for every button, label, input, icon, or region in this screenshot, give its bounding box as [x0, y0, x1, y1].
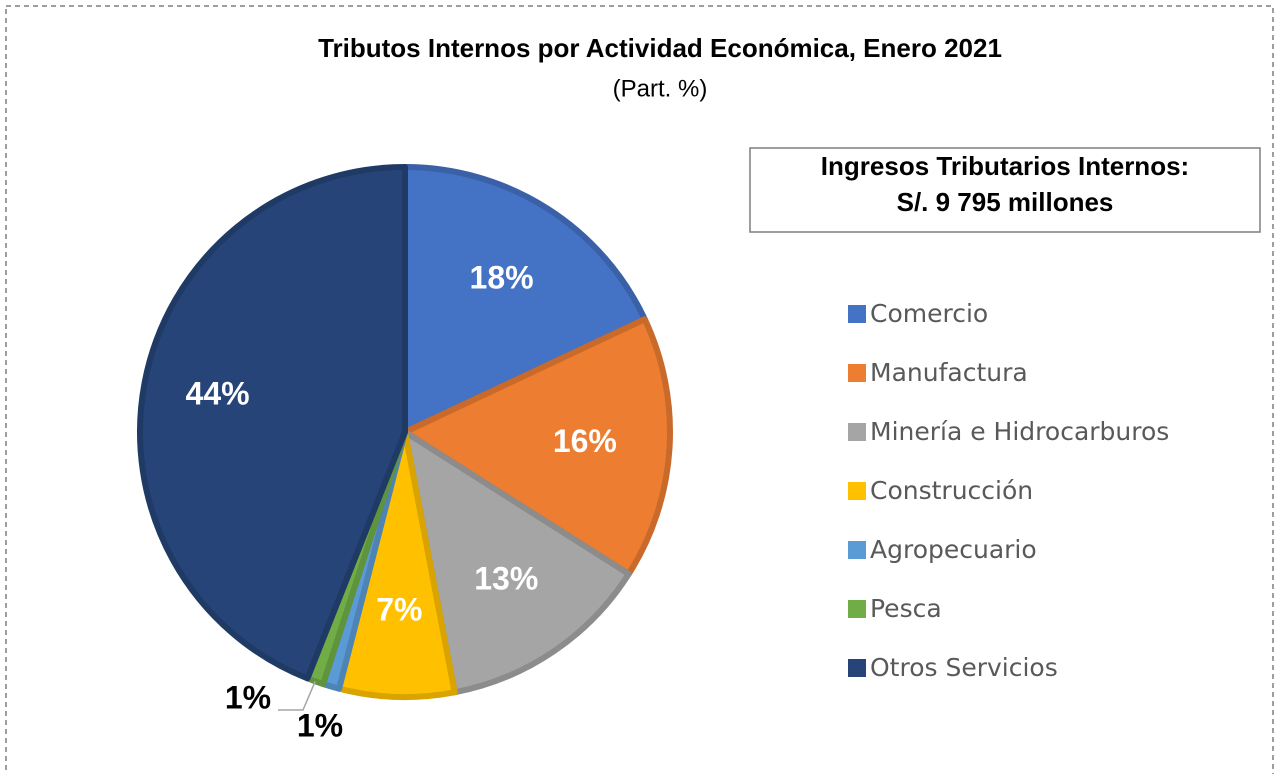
data-label: 44%	[186, 376, 250, 412]
data-label: 13%	[474, 560, 538, 596]
legend-label: Comercio	[870, 299, 988, 328]
data-label: 16%	[553, 423, 617, 459]
legend-label: Agropecuario	[870, 535, 1037, 564]
frame	[5, 5, 1274, 774]
legend-swatch	[848, 305, 866, 323]
data-label: 1%	[225, 679, 271, 715]
pie-slice	[402, 429, 632, 696]
annotation-line: S/. 9 795 millones	[897, 187, 1114, 217]
legend-swatch	[848, 541, 866, 559]
pie-slice	[402, 316, 673, 577]
legend-label: Construcción	[870, 476, 1033, 505]
data-label: 18%	[470, 259, 534, 295]
legend-label: Pesca	[870, 594, 942, 623]
legend-swatch	[848, 482, 866, 500]
legend-swatch	[848, 659, 866, 677]
legend-swatch	[848, 423, 866, 441]
legend-label: Manufactura	[870, 358, 1028, 387]
chart-subtitle: (Part. %)	[613, 75, 708, 102]
pie-slice	[402, 164, 648, 435]
legend-label: Otros Servicios	[870, 653, 1058, 682]
legend-label: Minería e Hidrocarburos	[870, 417, 1169, 446]
annotation-box	[749, 147, 1261, 233]
data-label: 7%	[376, 592, 422, 628]
annotation-line: Ingresos Tributarios Internos:	[821, 151, 1189, 181]
leader-line	[278, 681, 316, 711]
legend-swatch	[848, 600, 866, 618]
legend-swatch	[848, 364, 866, 382]
data-label: 1%	[297, 707, 343, 743]
pie-slice	[137, 164, 408, 682]
chart-title: Tributos Internos por Actividad Económic…	[318, 33, 1002, 63]
